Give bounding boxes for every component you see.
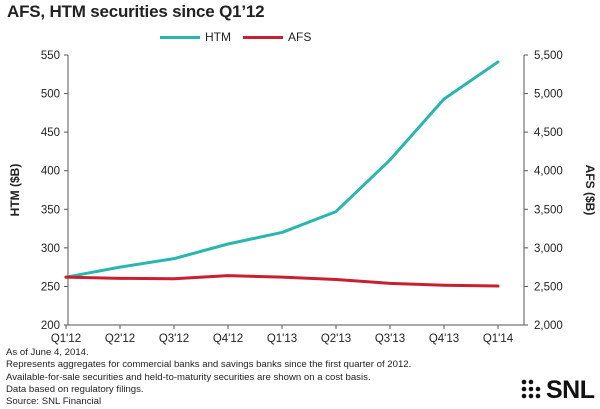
y-axis-title-left: HTM ($B) (8, 164, 22, 217)
note-date: As of June 4, 2014. (6, 347, 89, 358)
snl-dots-icon (521, 379, 541, 399)
note-basis: Available-for-sale securities and held-t… (6, 371, 371, 383)
y-tick-label-right: 3,000 (534, 243, 563, 255)
x-tick-label: Q1'13 (267, 333, 297, 345)
x-tick-label: Q4'13 (429, 333, 459, 345)
note-source: Source: SNL Financial (6, 396, 102, 408)
y-tick-label-left: 250 (41, 281, 60, 293)
legend-label-afs: AFS (288, 30, 312, 44)
y-tick-label-right: 4,000 (534, 166, 563, 178)
series-line-afs (64, 274, 500, 288)
x-tick-label: Q4'12 (213, 333, 243, 345)
legend-swatch-afs (243, 35, 283, 39)
snl-logo: SNL (519, 376, 599, 406)
y-tick-label-left: 300 (41, 243, 60, 255)
x-tick-label: Q1'14 (483, 333, 514, 345)
legend-swatch-htm (160, 35, 200, 39)
y-axis-title-right: AFS ($B) (583, 165, 597, 216)
y-tick-label-right: 5,000 (534, 89, 563, 101)
y-tick-label-right: 5,500 (534, 50, 563, 62)
x-tick-label: Q2'13 (321, 333, 351, 345)
footnotes: As of June 4, 2014. Represents aggregate… (6, 347, 411, 408)
legend-item-afs: AFS (243, 30, 311, 44)
series-line-htm (64, 60, 500, 279)
chart-title: AFS, HTM securities since Q1’12 (7, 2, 265, 21)
y-tick-label-left: 550 (41, 50, 60, 62)
y-tick-label-right: 3,500 (534, 204, 563, 216)
y-tick-label-left: 500 (41, 89, 60, 101)
x-tick-label: Q1'12 (51, 333, 81, 345)
y-tick-label-right: 2,000 (534, 320, 563, 332)
x-tick-label: Q3'13 (375, 333, 405, 345)
y-tick-label-left: 450 (41, 127, 60, 139)
x-tick-label: Q3'12 (159, 333, 189, 345)
legend-item-htm: HTM (160, 30, 231, 44)
y-tick-label-right: 2,500 (534, 281, 563, 293)
note-scope: Represents aggregates for commercial ban… (6, 359, 412, 371)
y-tick-label-left: 200 (41, 320, 60, 332)
note-filings: Data based on regulatory filings. (6, 383, 144, 395)
legend: HTM AFS (0, 30, 600, 46)
line-chart: 200 250 300 350 400 450 500 550 2,000 2,500 3,000 3… (8, 50, 597, 345)
y-tick-label-right: 4,500 (534, 127, 563, 139)
y-tick-label-left: 350 (41, 204, 60, 216)
legend-label-htm: HTM (205, 30, 231, 44)
x-tick-label: Q2'12 (105, 333, 135, 345)
y-tick-label-left: 400 (41, 166, 60, 178)
